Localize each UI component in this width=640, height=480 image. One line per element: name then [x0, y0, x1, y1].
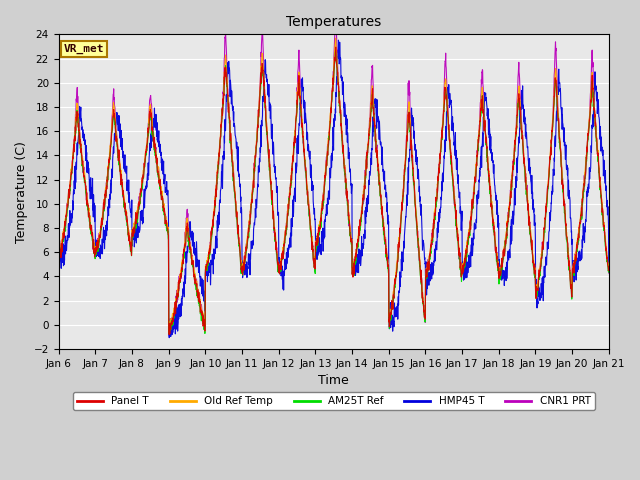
Y-axis label: Temperature (C): Temperature (C) — [15, 141, 28, 243]
Text: VR_met: VR_met — [64, 44, 105, 54]
Title: Temperatures: Temperatures — [286, 15, 381, 29]
X-axis label: Time: Time — [318, 374, 349, 387]
Legend: Panel T, Old Ref Temp, AM25T Ref, HMP45 T, CNR1 PRT: Panel T, Old Ref Temp, AM25T Ref, HMP45 … — [73, 392, 595, 410]
